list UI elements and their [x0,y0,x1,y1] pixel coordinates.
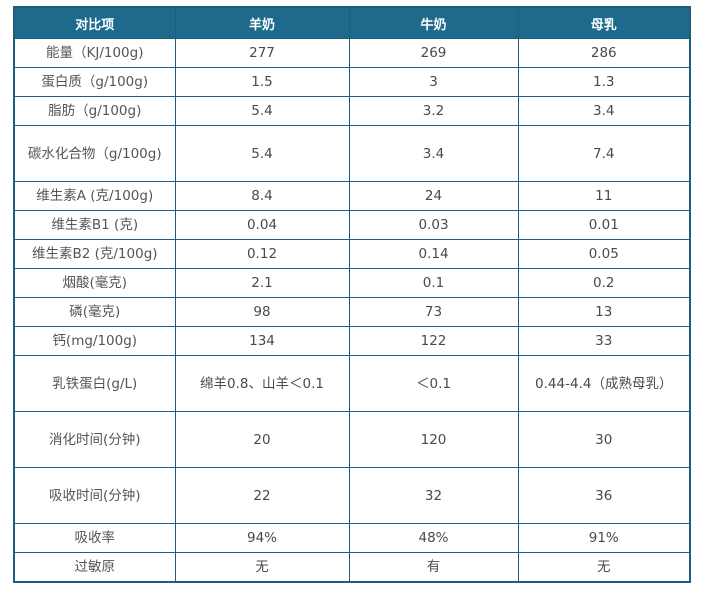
row-label: 维生素B2 (克/100g) [13,239,176,269]
table-row: 吸收时间(分钟) 22 32 36 [13,467,691,524]
row-label: 磷(毫克) [13,297,176,327]
table-row: 脂肪（g/100g) 5.4 3.2 3.4 [13,96,691,126]
table-row: 维生素B2 (克/100g) 0.12 0.14 0.05 [13,239,691,269]
table-row: 蛋白质（g/100g) 1.5 3 1.3 [13,67,691,97]
breast-value: 0.44-4.4（成熟母乳） [517,355,691,412]
breast-value: 无 [517,552,691,583]
goat-value: 20 [174,411,350,468]
cow-value: 3 [348,67,519,97]
row-label: 能量（KJ/100g) [13,38,176,68]
goat-value: 5.4 [174,125,350,182]
table-row: 乳铁蛋白(g/L) 绵羊0.8、山羊＜0.1 ＜0.1 0.44-4.4（成熟母… [13,355,691,412]
cow-value: 32 [348,467,519,524]
goat-value: 5.4 [174,96,350,126]
table-row: 维生素B1 (克) 0.04 0.03 0.01 [13,210,691,240]
header-item: 对比项 [13,7,176,39]
cow-value: 73 [348,297,519,327]
cow-value: 3.4 [348,125,519,182]
header-goat-milk: 羊奶 [174,7,350,39]
breast-value: 36 [517,467,691,524]
cow-value: 3.2 [348,96,519,126]
cow-value: 48% [348,523,519,553]
cow-value: 0.14 [348,239,519,269]
goat-value: 绵羊0.8、山羊＜0.1 [174,355,350,412]
cow-value: 有 [348,552,519,583]
cow-value: 0.1 [348,268,519,298]
header-breast-milk: 母乳 [517,7,691,39]
row-label: 吸收率 [13,523,176,553]
breast-value: 0.2 [517,268,691,298]
breast-value: 0.01 [517,210,691,240]
cow-value: 120 [348,411,519,468]
milk-comparison-table: 对比项 羊奶 牛奶 母乳 能量（KJ/100g) 277 269 286 蛋白质… [13,6,691,583]
goat-value: 1.5 [174,67,350,97]
row-label: 碳水化合物（g/100g) [13,125,176,182]
goat-value: 98 [174,297,350,327]
breast-value: 11 [517,181,691,211]
goat-value: 0.04 [174,210,350,240]
cow-value: ＜0.1 [348,355,519,412]
cow-value: 122 [348,326,519,356]
table-row: 碳水化合物（g/100g) 5.4 3.4 7.4 [13,125,691,182]
cow-value: 0.03 [348,210,519,240]
breast-value: 0.05 [517,239,691,269]
row-label: 脂肪（g/100g) [13,96,176,126]
row-label: 维生素A (克/100g) [13,181,176,211]
row-label: 过敏原 [13,552,176,583]
table-row: 烟酸(毫克) 2.1 0.1 0.2 [13,268,691,298]
breast-value: 33 [517,326,691,356]
goat-value: 94% [174,523,350,553]
comparison-table-container: 对比项 羊奶 牛奶 母乳 能量（KJ/100g) 277 269 286 蛋白质… [13,6,691,583]
goat-value: 无 [174,552,350,583]
row-label: 乳铁蛋白(g/L) [13,355,176,412]
row-label: 蛋白质（g/100g) [13,67,176,97]
breast-value: 13 [517,297,691,327]
table-row: 消化时间(分钟) 20 120 30 [13,411,691,468]
cow-value: 269 [348,38,519,68]
header-row: 对比项 羊奶 牛奶 母乳 [13,7,691,39]
table-row: 维生素A (克/100g) 8.4 24 11 [13,181,691,211]
row-label: 钙(mg/100g) [13,326,176,356]
breast-value: 1.3 [517,67,691,97]
goat-value: 277 [174,38,350,68]
goat-value: 0.12 [174,239,350,269]
row-label: 维生素B1 (克) [13,210,176,240]
breast-value: 30 [517,411,691,468]
breast-value: 7.4 [517,125,691,182]
header-cow-milk: 牛奶 [348,7,519,39]
goat-value: 22 [174,467,350,524]
table-row: 磷(毫克) 98 73 13 [13,297,691,327]
table-row: 吸收率 94% 48% 91% [13,523,691,553]
breast-value: 3.4 [517,96,691,126]
row-label: 烟酸(毫克) [13,268,176,298]
goat-value: 134 [174,326,350,356]
breast-value: 91% [517,523,691,553]
table-row: 过敏原 无 有 无 [13,552,691,583]
goat-value: 2.1 [174,268,350,298]
row-label: 吸收时间(分钟) [13,467,176,524]
table-row: 钙(mg/100g) 134 122 33 [13,326,691,356]
table-row: 能量（KJ/100g) 277 269 286 [13,38,691,68]
breast-value: 286 [517,38,691,68]
cow-value: 24 [348,181,519,211]
goat-value: 8.4 [174,181,350,211]
row-label: 消化时间(分钟) [13,411,176,468]
